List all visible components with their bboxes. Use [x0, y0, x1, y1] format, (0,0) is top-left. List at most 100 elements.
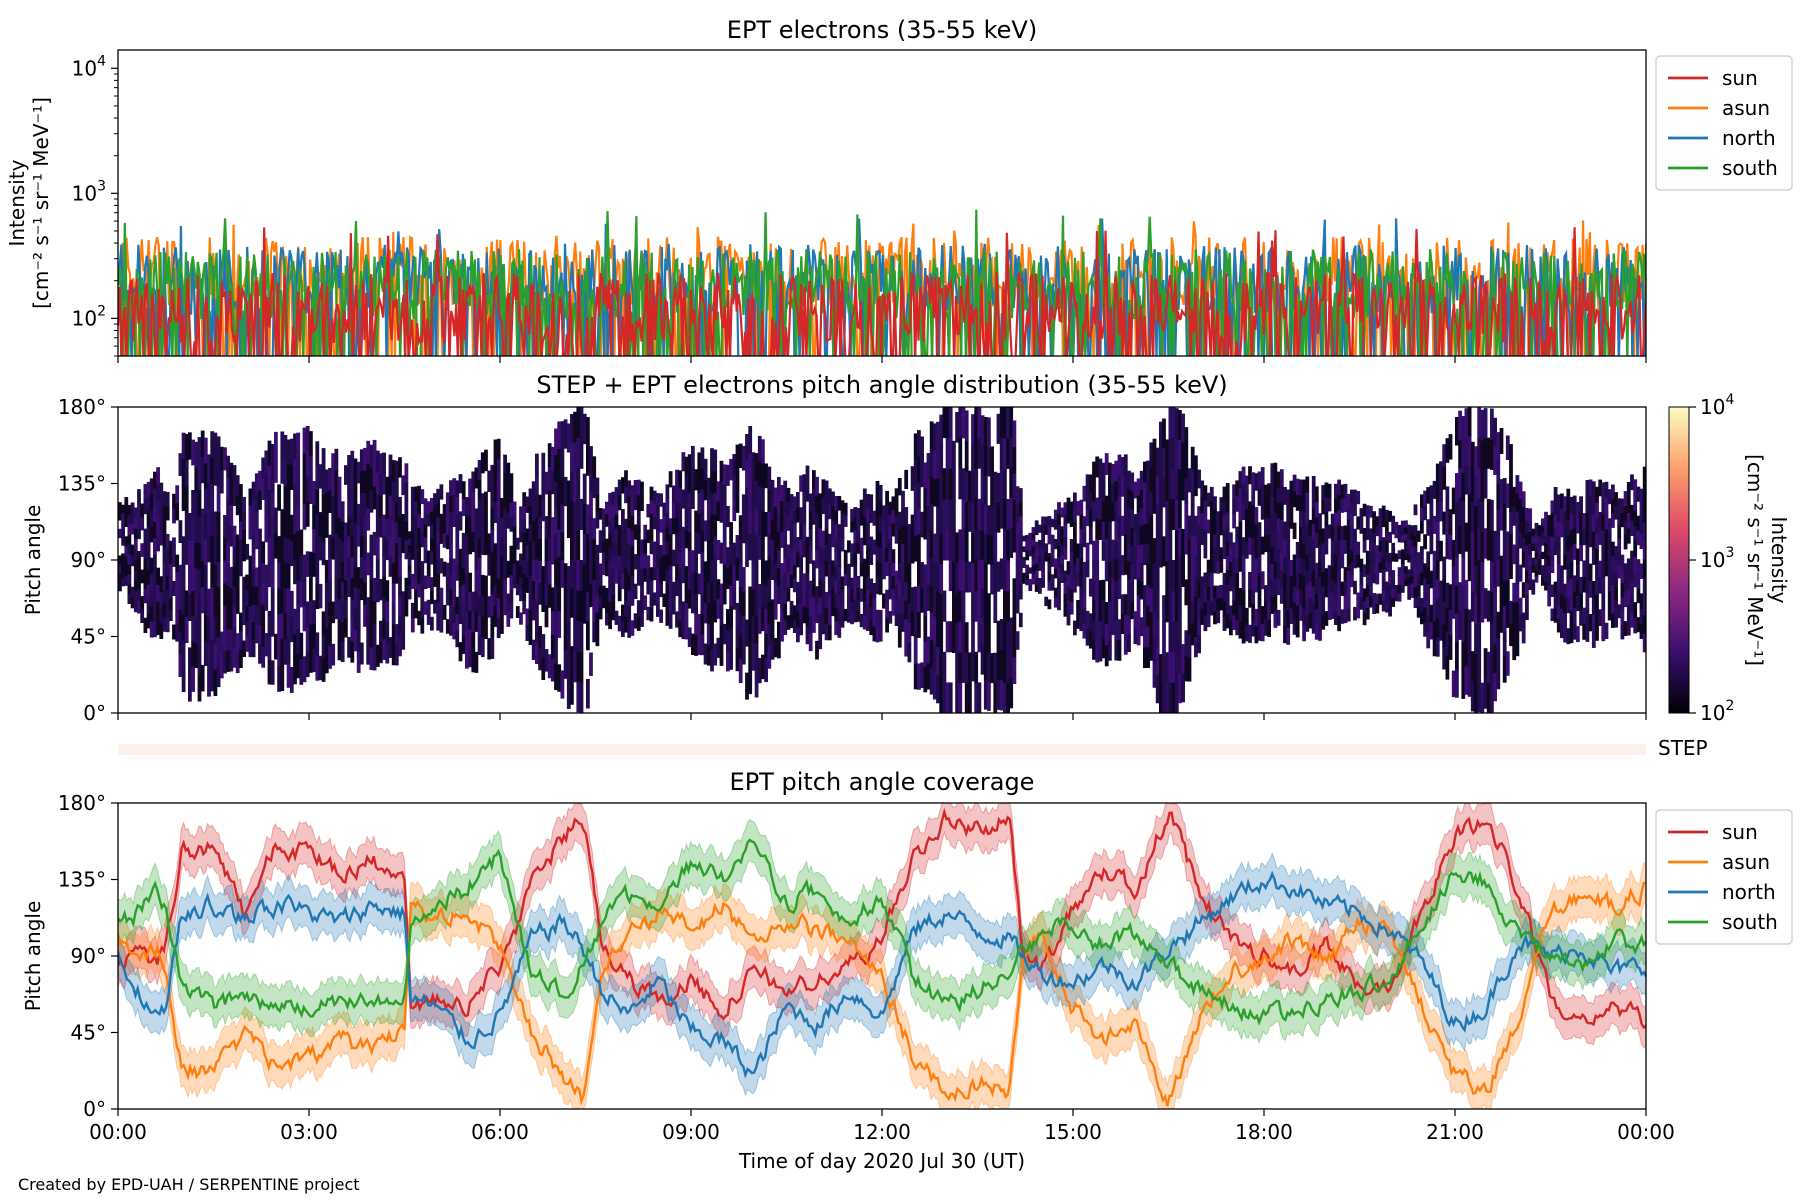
heatmap-cell: [837, 609, 842, 624]
heatmap-cell: [1432, 585, 1437, 604]
heatmap-cell: [210, 509, 215, 536]
heatmap-cell: [751, 452, 756, 480]
heatmap-cell: [780, 531, 784, 548]
heatmap-cell: [531, 600, 536, 621]
heatmap-cell: [1515, 637, 1520, 657]
heatmap-cell: [1149, 490, 1154, 516]
heatmap-cell: [232, 626, 237, 648]
heatmap-cell: [363, 537, 367, 560]
heatmap-cell: [1114, 500, 1119, 521]
heatmap-cell: [1152, 637, 1157, 663]
heatmap-cell: [993, 652, 998, 684]
heatmap-cell: [293, 508, 297, 535]
heatmap-cell: [188, 674, 192, 702]
heatmap-cell: [1314, 578, 1319, 594]
heatmap-cell: [1031, 564, 1036, 572]
heatmap-cell: [1486, 437, 1491, 469]
heatmap-cell: [1241, 466, 1246, 485]
heatmap-cell: [649, 513, 654, 528]
heatmap-cell: [796, 492, 800, 508]
heatmap-cell: [1337, 540, 1341, 556]
heatmap-cell: [344, 465, 348, 485]
heatmap-cell: [917, 430, 921, 457]
heatmap-cell: [1314, 517, 1319, 533]
heatmap-cell: [1502, 529, 1507, 555]
heatmap-cell: [649, 486, 654, 501]
heatmap-cell: [1139, 489, 1144, 508]
heatmap-cell: [133, 590, 138, 602]
heatmap-cell: [862, 530, 867, 546]
heatmap-cell: [1620, 512, 1625, 528]
heatmap-cell: [1162, 477, 1166, 508]
heatmap-cell: [1474, 475, 1478, 506]
heatmap-cell: [420, 618, 425, 634]
heatmap-cell: [203, 589, 208, 616]
heatmap-cell: [636, 615, 641, 631]
heatmap-cell: [1184, 528, 1189, 555]
heatmap-cell: [289, 667, 294, 693]
heatmap-cell: [831, 519, 835, 534]
heatmap-cell: [856, 508, 861, 520]
heatmap-cell: [754, 480, 759, 508]
heatmap-cell: [420, 575, 425, 591]
heatmap-cell: [197, 516, 202, 544]
heatmap-cell: [1289, 480, 1294, 498]
heatmap-cell: [407, 558, 412, 566]
heatmap-cell: [550, 470, 555, 495]
heatmap-cell: [1143, 523, 1147, 545]
heatmap-cell: [1477, 407, 1482, 438]
heatmap-cell: [1579, 593, 1583, 610]
heatmap-cell: [490, 507, 495, 530]
heatmap-cell: [1560, 493, 1564, 509]
heatmap-cell: [1445, 534, 1450, 560]
heatmap-cell: [213, 564, 218, 591]
heatmap-cell: [1149, 636, 1154, 661]
heatmap-cell: [694, 634, 698, 656]
heatmap-cell: [872, 510, 877, 526]
heatmap-cell: [1165, 652, 1170, 684]
heatmap-cell: [1330, 605, 1335, 619]
heatmap-cell: [592, 621, 597, 643]
heatmap-cell: [1327, 605, 1332, 620]
heatmap-cell: [827, 594, 832, 610]
heatmap-cell: [866, 494, 870, 509]
heatmap-cell: [557, 664, 562, 692]
heatmap-cell: [987, 534, 991, 565]
heatmap-cell: [1108, 521, 1112, 543]
heatmap-cell: [1461, 529, 1466, 558]
heatmap-cell: [761, 654, 765, 680]
heatmap-cell: [904, 507, 909, 527]
heatmap-cell: [1410, 568, 1415, 577]
heatmap-cell: [146, 584, 151, 600]
heatmap-cell: [649, 594, 654, 608]
heatmap-cell: [1248, 571, 1252, 590]
heatmap-cell: [382, 535, 386, 557]
heatmap-cell: [445, 520, 450, 536]
heatmap-cell: [1321, 557, 1326, 573]
heatmap-cell: [1534, 540, 1539, 548]
heatmap-cell: [500, 614, 504, 634]
heatmap-cell: [894, 488, 899, 503]
heatmap-cell: [328, 467, 332, 491]
heatmap-cell: [197, 463, 202, 491]
heatmap-cell: [824, 560, 829, 577]
heatmap-cell: [605, 551, 609, 564]
heatmap-cell: [1410, 554, 1415, 562]
heatmap-cell: [296, 481, 301, 507]
heatmap-cell: [719, 583, 724, 605]
heatmap-cell: [1041, 563, 1045, 573]
heatmap-cell: [1133, 562, 1138, 580]
heatmap-cell: [777, 567, 781, 586]
heatmap-cell: [207, 615, 211, 643]
heatmap-cell: [251, 534, 256, 553]
heatmap-cell: [197, 648, 202, 676]
heatmap-cell: [121, 561, 125, 571]
heatmap-cell: [1604, 544, 1609, 561]
heatmap-cell: [280, 638, 285, 666]
heatmap-cell: [1190, 622, 1195, 646]
heatmap-cell: [1505, 483, 1510, 508]
heatmap-cell: [178, 587, 183, 610]
heatmap-cell: [1136, 495, 1141, 513]
heatmap-cell: [1547, 515, 1552, 526]
heatmap-cell: [980, 501, 985, 531]
